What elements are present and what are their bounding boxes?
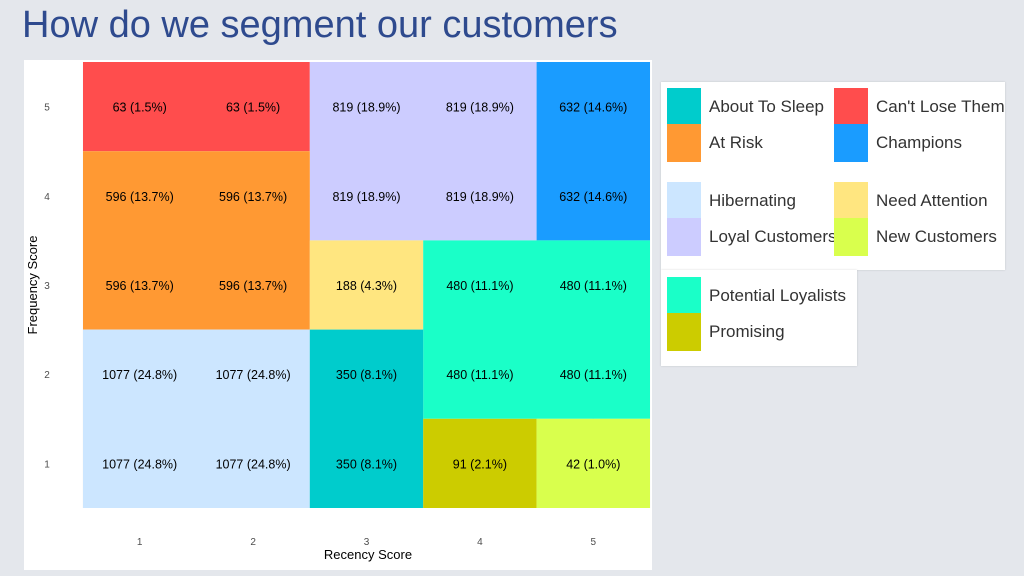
cell-label: 480 (11.1%): [560, 368, 627, 382]
cell-label: 63 (1.5%): [113, 101, 167, 115]
legend-swatch: [667, 182, 701, 220]
x-tick-label: 1: [137, 537, 143, 548]
segment-block-champions: [536, 62, 650, 241]
legend-swatch: [667, 277, 701, 315]
legend-item-potential-loyalists: Potential Loyalists: [667, 276, 846, 316]
cell-label: 632 (14.6%): [559, 190, 627, 204]
x-tick-label: 5: [591, 537, 597, 548]
y-tick-label: 3: [44, 281, 50, 292]
legend-item-promising: Promising: [667, 312, 785, 352]
y-tick-label: 5: [44, 103, 50, 114]
legend-item-new-customers: New Customers: [834, 217, 997, 257]
legend-item-loyal-customers: Loyal Customers: [667, 217, 837, 257]
segment-block-about-to-sleep: [309, 329, 424, 508]
y-tick-label: 2: [44, 370, 50, 381]
legend-swatch: [667, 313, 701, 351]
legend-label: At Risk: [709, 133, 763, 152]
legend-label: About To Sleep: [709, 97, 824, 116]
slide-title: How do we segment our customers: [22, 4, 618, 46]
legend-box-1: [661, 82, 1005, 270]
cell-label: 91 (2.1%): [453, 457, 507, 471]
legend-swatch: [667, 88, 701, 126]
legend-item-at-risk: At Risk: [667, 123, 763, 163]
legend-label: Can't Lose Them: [876, 97, 1005, 116]
cell-label: 819 (18.9%): [446, 101, 514, 115]
legend-label: New Customers: [876, 227, 997, 246]
y-tick-label: 1: [44, 459, 50, 470]
cell-label: 42 (1.0%): [566, 457, 620, 471]
x-tick-label: 3: [364, 537, 370, 548]
cell-label: 596 (13.7%): [219, 279, 287, 293]
legend-label: Potential Loyalists: [709, 286, 847, 305]
segment-block-new-customers: [536, 418, 650, 508]
cell-label: 480 (11.1%): [446, 368, 513, 382]
legend-item-hibernating: Hibernating: [667, 181, 796, 221]
cell-label: 596 (13.7%): [106, 190, 174, 204]
legend-swatch: [667, 218, 701, 256]
x-axis-title: Recency Score: [324, 547, 412, 562]
cell-label: 188 (4.3%): [336, 279, 397, 293]
cell-label: 350 (8.1%): [336, 457, 397, 471]
segment-block-promising: [423, 418, 537, 508]
cell-label: 350 (8.1%): [336, 368, 397, 382]
segment-block-hibernating: [83, 329, 310, 508]
rfm-heatmap: 63 (1.5%) 63 (1.5%) 819 (18.9%) 819 (18.9%)…: [25, 62, 651, 562]
cell-label: 596 (13.7%): [219, 190, 287, 204]
segment-block-loyal-customers: [309, 62, 537, 241]
legend-swatch: [834, 88, 868, 126]
cell-label: 1077 (24.8%): [102, 457, 177, 471]
legend-label: Promising: [709, 322, 785, 341]
segment-block-can-t-lose-them: [83, 62, 310, 152]
plot-panel: 63 (1.5%) 63 (1.5%) 819 (18.9%) 819 (18.9%)…: [24, 60, 652, 570]
segment-block-potential-loyalists: [423, 240, 650, 419]
cell-label: 480 (11.1%): [560, 279, 627, 293]
legend-label: Hibernating: [709, 191, 796, 210]
cell-label: 1077 (24.8%): [102, 368, 177, 382]
x-tick-label: 2: [250, 537, 256, 548]
cell-label: 819 (18.9%): [332, 190, 400, 204]
legend-swatch: [667, 124, 701, 162]
y-axis-title: Frequency Score: [25, 236, 40, 335]
cell-label: 632 (14.6%): [559, 101, 627, 115]
legend-swatch: [834, 124, 868, 162]
cell-label: 480 (11.1%): [446, 279, 513, 293]
cell-label: 63 (1.5%): [226, 101, 280, 115]
cell-label: 596 (13.7%): [106, 279, 174, 293]
segment-block-need-attention: [309, 240, 424, 330]
x-tick-label: 4: [477, 537, 483, 548]
legend-label: Champions: [876, 133, 962, 152]
cell-label: 819 (18.9%): [332, 101, 400, 115]
legend-item-need-attention: Need Attention: [834, 181, 988, 221]
legend-label: Loyal Customers: [709, 227, 837, 246]
legend-swatch: [834, 182, 868, 220]
legend-item-about-to-sleep: About To Sleep: [667, 87, 824, 127]
legend-item-champions: Champions: [834, 123, 962, 163]
legend-swatch: [834, 218, 868, 256]
y-tick-label: 4: [44, 192, 50, 203]
cell-label: 819 (18.9%): [446, 190, 514, 204]
cell-label: 1077 (24.8%): [216, 457, 291, 471]
legend-label: Need Attention: [876, 191, 988, 210]
legend-item-can-t-lose-them: Can't Lose Them: [834, 87, 1005, 127]
cell-label: 1077 (24.8%): [216, 368, 291, 382]
segment-block-at-risk: [83, 151, 310, 330]
